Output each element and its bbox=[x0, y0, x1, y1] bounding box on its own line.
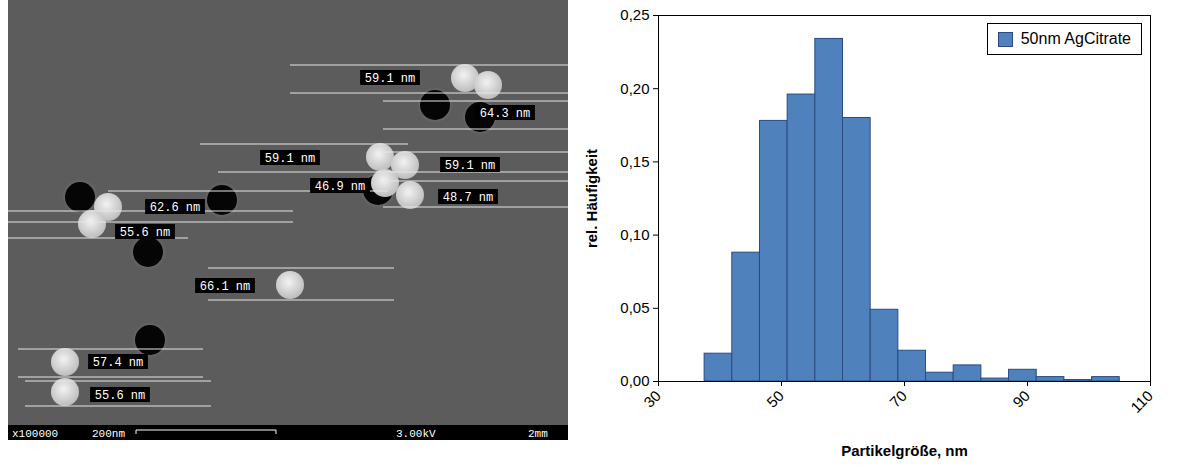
svg-text:0,05: 0,05 bbox=[620, 299, 649, 316]
svg-text:70: 70 bbox=[886, 387, 910, 411]
svg-text:rel. Häufigkeit: rel. Häufigkeit bbox=[583, 149, 600, 248]
svg-text:59.1 nm: 59.1 nm bbox=[265, 152, 315, 166]
html-text:50nm AgCitrate: 50nm AgCitrate bbox=[1020, 30, 1131, 47]
svg-text:62.6 nm: 62.6 nm bbox=[150, 201, 200, 215]
svg-text:64.3 nm: 64.3 nm bbox=[480, 107, 530, 121]
svg-text:55.6 nm: 55.6 nm bbox=[95, 389, 145, 403]
svg-text:0,00: 0,00 bbox=[620, 372, 649, 389]
svg-text:200nm: 200nm bbox=[92, 428, 125, 440]
svg-text:30: 30 bbox=[640, 387, 664, 411]
svg-text:Partikelgröße, nm: Partikelgröße, nm bbox=[841, 442, 968, 459]
svg-text:2mm: 2mm bbox=[528, 428, 548, 440]
svg-text:59.1 nm: 59.1 nm bbox=[365, 72, 415, 86]
svg-text:59.1 nm: 59.1 nm bbox=[445, 159, 495, 173]
svg-text:66.1 nm: 66.1 nm bbox=[200, 280, 250, 294]
svg-text:55.6 nm: 55.6 nm bbox=[120, 226, 170, 240]
svg-text:57.4 nm: 57.4 nm bbox=[93, 356, 143, 370]
svg-text:46.9 nm: 46.9 nm bbox=[315, 180, 365, 194]
svg-text:3.00kV: 3.00kV bbox=[396, 428, 436, 440]
svg-text:x100000: x100000 bbox=[12, 428, 58, 440]
svg-text:90: 90 bbox=[1009, 387, 1033, 411]
svg-text:0,20: 0,20 bbox=[620, 80, 649, 97]
svg-text:0,10: 0,10 bbox=[620, 226, 649, 243]
svg-text:48.7 nm: 48.7 nm bbox=[443, 191, 493, 205]
svg-text:0,25: 0,25 bbox=[620, 6, 649, 23]
svg-text:110: 110 bbox=[1127, 387, 1156, 416]
svg-text:0,15: 0,15 bbox=[620, 153, 649, 170]
svg-text:50: 50 bbox=[763, 387, 787, 411]
